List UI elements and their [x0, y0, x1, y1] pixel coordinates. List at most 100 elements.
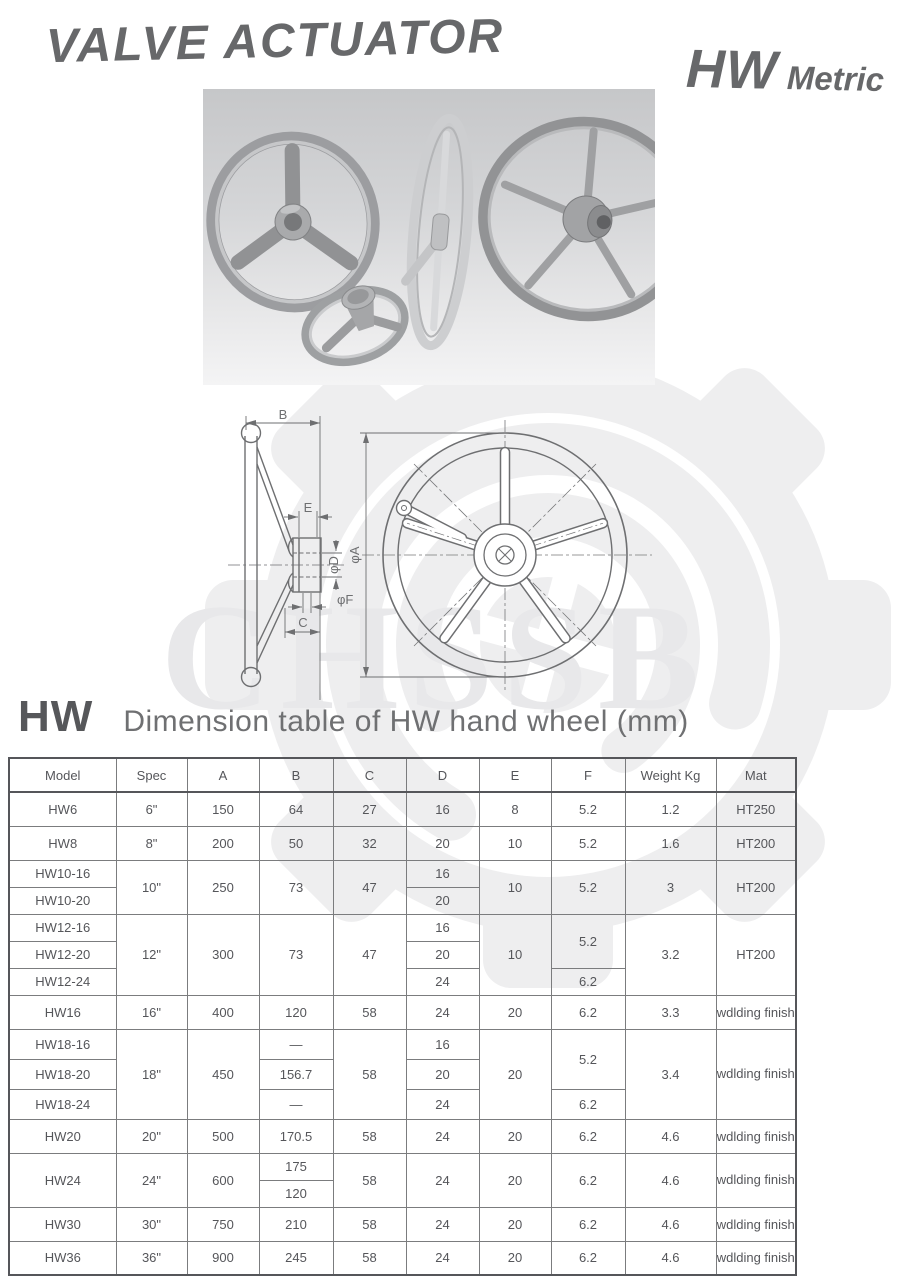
table-cell: 5.2	[550, 913, 626, 969]
table-cell: wdlding finish	[715, 1152, 797, 1208]
dim-label-a: φA	[347, 546, 362, 563]
series-code: HW	[685, 38, 779, 101]
table-cell: 8	[478, 791, 552, 827]
table-cell: 50	[258, 825, 334, 861]
model-cell: HW10-20	[8, 886, 117, 915]
table-cell: 16	[405, 1028, 480, 1060]
table-cell: 58	[332, 1118, 407, 1154]
table-cell: 20	[405, 886, 480, 915]
table-row: HW12-24 24 6.2	[8, 967, 796, 996]
table-row: HW16 16" 400 120 58 24 20 6.2 3.3 wdldin…	[8, 994, 797, 1030]
table-row: HW12-16 12" 300 73 47 16 10 5.2 3.2 HT20…	[8, 913, 797, 996]
table-cell: 3	[624, 859, 717, 915]
table-cell: 5.2	[550, 791, 626, 827]
table-cell: 3.4	[624, 1028, 717, 1120]
table-cell: 47	[332, 859, 407, 915]
table-row: HW36 36" 900 245 58 24 20 6.2 4.6 wdldin…	[8, 1240, 797, 1276]
table-cell: 156.7	[258, 1058, 334, 1090]
table-cell: wdlding finish	[715, 1240, 797, 1276]
table-cell: 900	[186, 1240, 260, 1276]
table-cell: 24	[405, 1088, 480, 1120]
table-cell: 58	[332, 1206, 407, 1242]
col-header-mat: Mat	[715, 757, 797, 793]
table-cell: 200	[186, 825, 260, 861]
table-cell: —	[258, 1088, 334, 1120]
technical-drawing: B E φD φF C φA	[228, 407, 652, 700]
table-cell: 1.6	[624, 825, 717, 861]
col-header-a: A	[186, 757, 260, 793]
table-cell: 24	[405, 1152, 480, 1208]
table-cell: 32	[332, 825, 407, 861]
dim-label-b: B	[279, 407, 288, 422]
table-cell: 5.2	[550, 825, 626, 861]
table-cell: 36"	[115, 1240, 188, 1276]
table-cell: 30"	[115, 1206, 188, 1242]
col-header-weight: Weight Kg	[624, 757, 717, 793]
table-cell: 175	[258, 1152, 334, 1181]
table-cell: 400	[186, 994, 260, 1030]
col-header-c: C	[332, 757, 407, 793]
table-cell: 300	[186, 913, 260, 996]
model-cell: HW12-24	[8, 967, 117, 996]
wheel-five-spoke	[478, 116, 694, 322]
col-header-e: E	[478, 757, 552, 793]
table-cell: 58	[332, 1152, 407, 1208]
model-cell: HW20	[8, 1118, 117, 1154]
table-cell: 4.6	[624, 1118, 717, 1154]
table-cell: 600	[186, 1152, 260, 1208]
table-cell: 16	[405, 791, 480, 827]
table-cell: 10	[478, 859, 552, 915]
table-cell: HT250	[715, 791, 797, 827]
table-cell: 58	[332, 1240, 407, 1276]
table-cell: 64	[258, 791, 334, 827]
table-cell: 210	[258, 1206, 334, 1242]
dim-label-e: E	[304, 500, 313, 515]
table-row: HW24 24" 600 175 58 24 20 6.2 4.6 wdldin…	[8, 1152, 797, 1208]
table-cell: 6.2	[550, 1088, 626, 1120]
side-view-drawing	[228, 422, 344, 688]
table-cell: 24"	[115, 1152, 188, 1208]
table-row: HW8 8" 200 50 32 20 10 5.2 1.6 HT200	[8, 825, 797, 861]
table-cell: 4.6	[624, 1206, 717, 1242]
dimension-labels: B E φD φF C φA	[279, 407, 362, 630]
table-cell: 6.2	[550, 994, 626, 1030]
table-cell: 5.2	[550, 1028, 626, 1090]
table-cell: 3.2	[624, 913, 717, 996]
table-cell: 73	[258, 859, 334, 915]
table-cell: 5.2	[550, 859, 626, 915]
table-cell: 20	[405, 825, 480, 861]
dim-label-d: φD	[326, 556, 341, 574]
table-cell: HT200	[715, 913, 797, 996]
table-cell: 18"	[115, 1028, 188, 1120]
table-row: HW6 6" 150 64 27 16 8 5.2 1.2 HT250	[8, 791, 797, 827]
table-cell: 10"	[115, 859, 188, 915]
table-cell: wdlding finish	[715, 1206, 797, 1242]
table-cell: 27	[332, 791, 407, 827]
section-title: Dimension table of HW hand wheel (mm)	[123, 705, 689, 738]
model-cell: HW10-16	[8, 859, 117, 888]
section-prefix: HW	[18, 692, 94, 741]
table-cell: wdlding finish	[715, 994, 797, 1030]
table-cell: 10	[478, 825, 552, 861]
table-row: HW10-20 20	[8, 886, 796, 915]
table-cell: 4.6	[624, 1240, 717, 1276]
table-cell: 20"	[115, 1118, 188, 1154]
table-cell: 20	[478, 1028, 552, 1120]
table-cell: 73	[258, 913, 334, 996]
table-row: HW18-24 — 24 6.2	[8, 1088, 796, 1120]
table-cell: 20	[405, 940, 480, 969]
series-label: HW Metric	[685, 38, 884, 104]
table-cell: 750	[186, 1206, 260, 1242]
table-cell: 450	[186, 1028, 260, 1120]
table-cell: wdlding finish	[715, 1118, 797, 1154]
col-header-f: F	[550, 757, 626, 793]
front-view-drawing	[360, 420, 652, 692]
table-cell: 10	[478, 913, 552, 996]
table-cell: 120	[258, 994, 334, 1030]
section-heading: HW Dimension table of HW hand wheel (mm)	[18, 692, 689, 742]
side-view-dimensions	[245, 416, 342, 700]
table-cell: 16	[405, 913, 480, 942]
model-cell: HW36	[8, 1240, 117, 1276]
table-cell: 120	[258, 1179, 334, 1208]
